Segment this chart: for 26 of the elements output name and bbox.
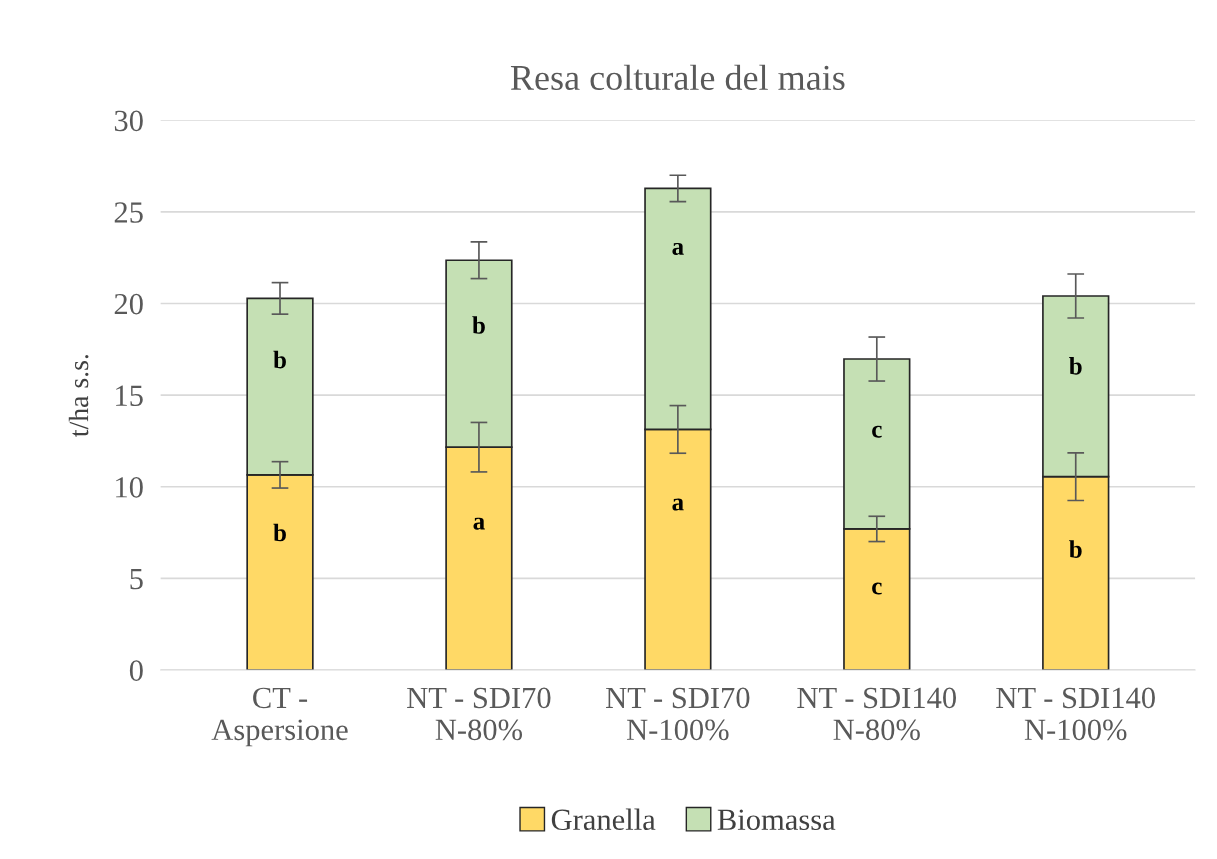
x-tick-label: NT - SDI70 N-80% [407,687,551,741]
y-axis-title: t/ha s.s. [68,354,89,437]
data-label: a [473,517,485,530]
x-tick-label: NT - SDI140 N-80% [797,687,956,741]
y-tick-label: 20 [114,293,143,315]
legend-label: Granella [551,808,656,831]
chart-title: Resa colturale del mais [510,64,845,91]
legend-label: Biomassa [717,809,836,831]
y-tick-label: 0 [129,660,143,681]
x-tick-label: NT - SDI70 N-100% [606,687,750,741]
x-tick-label: CT - Aspersione [211,687,348,747]
data-label: b [1069,357,1082,375]
x-tick-label: NT - SDI140 N-100% [996,687,1155,741]
y-tick-label: 10 [116,477,143,498]
y-tick-label: 30 [114,110,143,132]
y-tick-label: 5 [130,568,143,590]
data-label: a [672,242,684,255]
y-tick-label: 15 [116,385,143,407]
data-label: c [872,425,882,438]
data-label: a [672,498,684,511]
y-tick-label: 25 [114,202,143,223]
data-label: b [1069,540,1082,558]
data-label: b [472,316,485,334]
data-label: c [872,582,882,595]
data-label: b [273,523,286,542]
data-label: b [273,350,286,369]
